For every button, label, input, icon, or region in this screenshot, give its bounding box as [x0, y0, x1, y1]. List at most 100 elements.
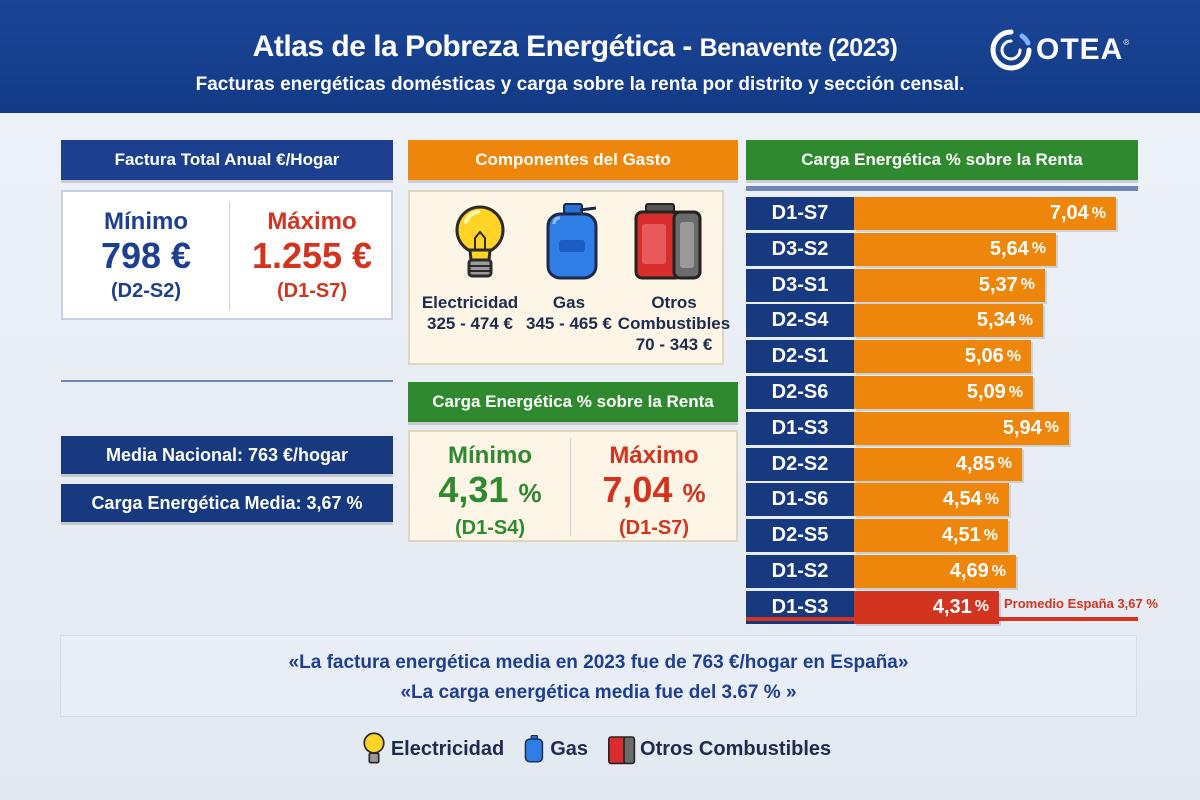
- gas-canister-icon: [524, 734, 544, 763]
- fuel-can-icon: [608, 736, 636, 765]
- factura-min-value: 798 €: [100, 235, 192, 276]
- ranking-unit: %: [997, 455, 1012, 473]
- comp-otros-name-1: Otros: [651, 293, 697, 312]
- ranking-unit: %: [1020, 276, 1035, 294]
- ranking-row: D3-S1 5,37%: [746, 268, 1138, 302]
- ranking-unit: %: [1006, 347, 1021, 365]
- lightbulb-icon: [363, 732, 385, 764]
- componentes-heading: Componentes del Gasto: [408, 140, 738, 180]
- ranking-row: D1-S7 7,04%: [746, 197, 1138, 230]
- ranking-row: D2-S2 4,85%: [746, 447, 1138, 481]
- ranking-bar: 5,06%: [854, 340, 1031, 374]
- media-nacional-badge: Media Nacional: 763 €/hogar: [61, 436, 393, 474]
- ranking-unit: %: [1008, 383, 1023, 401]
- quote-line-2: «La carga energética media fue del 3.67 …: [400, 682, 797, 703]
- header-banner: Atlas de la Pobreza Energética - Benaven…: [0, 0, 1200, 113]
- legend-electricidad-label: Electricidad: [390, 737, 505, 760]
- ranking-bar: 5,64%: [854, 232, 1056, 266]
- ranking-value: 5,09: [966, 381, 1006, 403]
- ranking-row: D2-S4 5,34%: [746, 304, 1138, 338]
- ranking-code: D3-S1: [746, 268, 854, 302]
- section-divider: [61, 380, 393, 382]
- ranking-bottom-line: [746, 617, 1138, 621]
- factura-max-value: 1.255 €: [251, 235, 373, 276]
- comp-electricidad: Electricidad 325 - 474 €: [416, 292, 524, 334]
- ranking-value: 4,51: [941, 524, 981, 547]
- lightbulb-icon: [455, 205, 505, 278]
- carga-min-label: Mínimo: [448, 442, 532, 469]
- ranking-value: 5,37: [978, 273, 1018, 296]
- otea-logo: OTEA ®: [988, 28, 1158, 72]
- legend-otros-label: Otros Combustibles: [640, 737, 832, 760]
- ranking-code: D2-S6: [746, 376, 854, 409]
- ranking-value: 7,04: [1049, 202, 1089, 224]
- ranking-value: 5,06: [964, 345, 1004, 368]
- factura-min-label: Mínimo: [104, 208, 188, 235]
- legend-item-electricidad: Electricidad: [361, 732, 504, 766]
- ranking-value: 4,69: [949, 560, 989, 582]
- title-suffix: Benavente (2023): [699, 34, 898, 62]
- ranking-bar: 4,85%: [854, 447, 1022, 481]
- ranking-unit: %: [974, 598, 989, 616]
- fuel-can-icon: [634, 203, 702, 280]
- ranking-bar: 4,54%: [854, 483, 1009, 517]
- ranking-bar: 5,94%: [854, 411, 1069, 445]
- factura-heading: Factura Total Anual €/Hogar: [61, 140, 393, 180]
- ranking-value: 4,85: [955, 452, 995, 475]
- promedio-label: Promedio España 3,67 %: [1004, 596, 1158, 611]
- ranking-row: D3-S2 5,64%: [746, 232, 1138, 266]
- ranking-bar: 4,69%: [854, 555, 1016, 588]
- ranking-code: D3-S2: [746, 232, 854, 266]
- comp-electricidad-name: Electricidad: [421, 293, 519, 312]
- ranking-row: D2-S5 4,51%: [746, 519, 1138, 553]
- comp-gas-range: 345 - 465 €: [525, 314, 612, 333]
- logo-registered: ®: [1123, 38, 1130, 47]
- carga-mid-heading: Carga Energética % sobre la Renta: [408, 382, 738, 422]
- ranking-unit: %: [1044, 419, 1059, 437]
- ranking-unit: %: [1091, 204, 1106, 222]
- factura-min: Mínimo 798 € (D2-S2): [63, 208, 229, 303]
- ranking-code: D1-S6: [746, 483, 854, 517]
- quote-line-1: «La factura energética media en 2023 fue…: [288, 652, 909, 673]
- componentes-card: Electricidad 325 - 474 € Gas 345 - 465 €…: [408, 190, 730, 365]
- carga-max-code: (D1-S7): [618, 517, 689, 539]
- factura-max: Máximo 1.255 € (D1-S7): [229, 208, 395, 303]
- legend-gas-label: Gas: [550, 737, 589, 760]
- ranking-unit: %: [1018, 311, 1033, 329]
- ranking-code: D2-S2: [746, 447, 854, 481]
- carga-min-code: (D1-S4): [454, 517, 525, 539]
- ranking-unit: %: [1031, 240, 1046, 258]
- legend-item-otros: Otros Combustibles: [608, 733, 831, 765]
- ranking-row: D1-S2 4,69%: [746, 555, 1138, 588]
- carga-mid-card: Mínimo 4,31 % (D1-S4) Máximo 7,04 % (D1-…: [408, 430, 738, 542]
- ranking-bar: 5,09%: [854, 376, 1033, 409]
- carga-max-value: 7,04: [602, 469, 673, 510]
- ranking-code: D1-S7: [746, 197, 854, 230]
- otea-logo-icon: [990, 29, 1032, 71]
- ranking-code: D1-S3: [746, 411, 854, 445]
- ranking-code: D2-S4: [746, 304, 854, 338]
- carga-min-value: 4,31: [438, 469, 509, 510]
- comp-electricidad-range: 325 - 474 €: [426, 314, 513, 333]
- logo-text: OTEA: [1036, 33, 1124, 66]
- factura-max-code: (D1-S7): [276, 280, 347, 302]
- ranking-code: D1-S2: [746, 555, 854, 588]
- factura-min-code: (D2-S2): [110, 280, 181, 302]
- ranking-row: D1-S6 4,54%: [746, 483, 1138, 517]
- ranking-bar: 5,34%: [854, 304, 1043, 338]
- comp-otros-name-2: Combustibles: [617, 314, 731, 333]
- ranking-row: D1-S3 5,94%: [746, 411, 1138, 445]
- ranking-unit: %: [983, 526, 998, 544]
- carga-max: Máximo 7,04 % (D1-S7): [570, 442, 738, 540]
- ranking-underline: [746, 186, 1138, 191]
- ranking-unit: %: [984, 490, 999, 508]
- carga-max-label: Máximo: [609, 442, 699, 469]
- ranking-code: D2-S1: [746, 340, 854, 374]
- ranking-bar: 7,04%: [854, 197, 1116, 230]
- ranking-bar: 4,51%: [854, 519, 1008, 553]
- ranking-value: 5,94: [1002, 416, 1042, 439]
- legend-item-gas: Gas: [524, 733, 588, 765]
- ranking-value: 5,34: [976, 309, 1016, 332]
- gas-canister-icon: [546, 203, 598, 280]
- page-title: Atlas de la Pobreza Energética - Benaven…: [0, 30, 1150, 64]
